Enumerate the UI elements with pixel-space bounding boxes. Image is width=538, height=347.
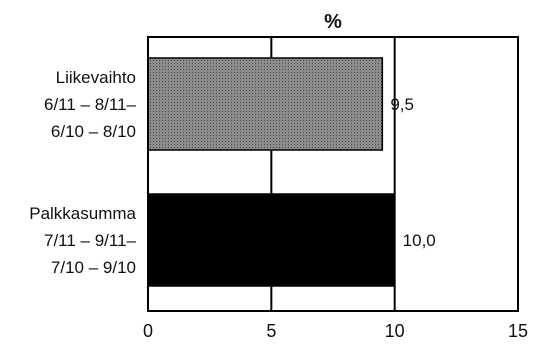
value-labels: 9,5 10,0 bbox=[390, 95, 435, 250]
category-label-1-2: 7/10 – 9/10 bbox=[51, 258, 136, 277]
chart-title: % bbox=[324, 11, 342, 33]
plot-frame bbox=[147, 36, 519, 312]
value-label-1: 10,0 bbox=[403, 231, 436, 250]
bar-1 bbox=[147, 193, 396, 287]
x-tick-label-5: 5 bbox=[266, 321, 276, 341]
category-labels: Liikevaihto 6/11 – 8/11– 6/10 – 8/10 Palkka… bbox=[29, 68, 136, 277]
category-label-0-1: 6/11 – 8/11– bbox=[44, 95, 137, 114]
value-label-0: 9,5 bbox=[390, 95, 414, 114]
category-label-0-0: Liikevaihto bbox=[56, 68, 136, 87]
x-tick-label-15: 15 bbox=[508, 321, 528, 341]
x-axis-ticks: 0 5 10 15 bbox=[143, 321, 528, 341]
x-tick-label-0: 0 bbox=[143, 321, 153, 341]
category-label-1-1: 7/11 – 9/11– bbox=[44, 231, 137, 250]
category-label-1-0: Palkkasumma bbox=[29, 204, 136, 223]
x-tick-label-10: 10 bbox=[385, 321, 405, 341]
category-label-0-2: 6/10 – 8/10 bbox=[51, 122, 136, 141]
bar-0 bbox=[147, 57, 384, 151]
